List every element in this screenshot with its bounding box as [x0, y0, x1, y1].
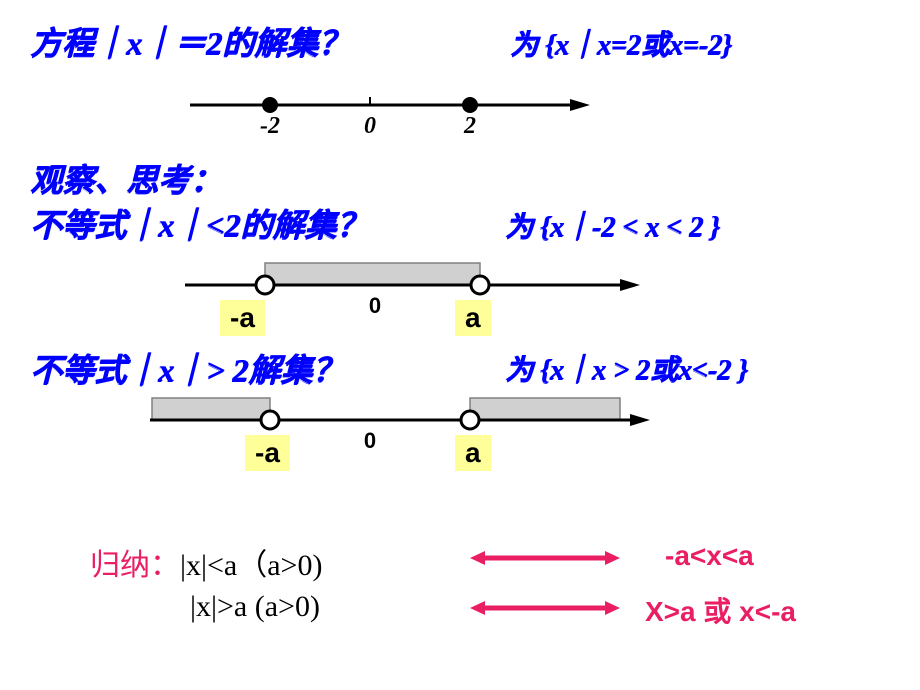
- nl3-center: 0: [364, 428, 376, 453]
- nl1-tick-right: 2: [463, 113, 476, 139]
- nl1-tick-center: 0: [364, 113, 376, 139]
- line3-question: 不等式｜x｜> 2解集？: [30, 345, 344, 391]
- nl2-center: 0: [369, 293, 381, 318]
- summary-row-2: |x|>a (a>0): [190, 590, 320, 624]
- nl2-left-label: -a: [220, 300, 265, 336]
- rule2-right: X>a 或 x<-a: [645, 590, 796, 630]
- number-line-1: -2 0 2: [180, 75, 600, 145]
- nl2-right-label: a: [455, 300, 491, 336]
- title-answer: 为 {x｜x=2或x=-2}: [510, 23, 732, 63]
- title-question: 方程｜x｜＝2的解集？: [30, 18, 350, 64]
- observe-label: 观察、思考：: [30, 155, 222, 201]
- double-arrow-2: [470, 593, 620, 623]
- line2-question: 不等式｜x｜<2的解集？: [30, 200, 480, 246]
- number-line-3: 0: [140, 390, 660, 455]
- rule1-left: |x|<a（a>0): [180, 549, 322, 582]
- line3-answer: 为 {x｜x > 2或x<-2 }: [505, 348, 748, 388]
- nl1-tick-left: -2: [260, 113, 280, 139]
- nl3-right-label: a: [455, 435, 491, 471]
- nl3-left-label: -a: [245, 435, 290, 471]
- summary-row-1: 归纳：|x|<a（a>0): [90, 540, 322, 584]
- rule2-left: |x|>a (a>0): [190, 590, 320, 623]
- line2-answer: 为 {x｜-2 < x < 2 }: [505, 205, 720, 245]
- rule1-right: -a<x<a: [665, 540, 754, 572]
- summary-label: 归纳：: [90, 549, 180, 582]
- double-arrow-1: [470, 543, 620, 573]
